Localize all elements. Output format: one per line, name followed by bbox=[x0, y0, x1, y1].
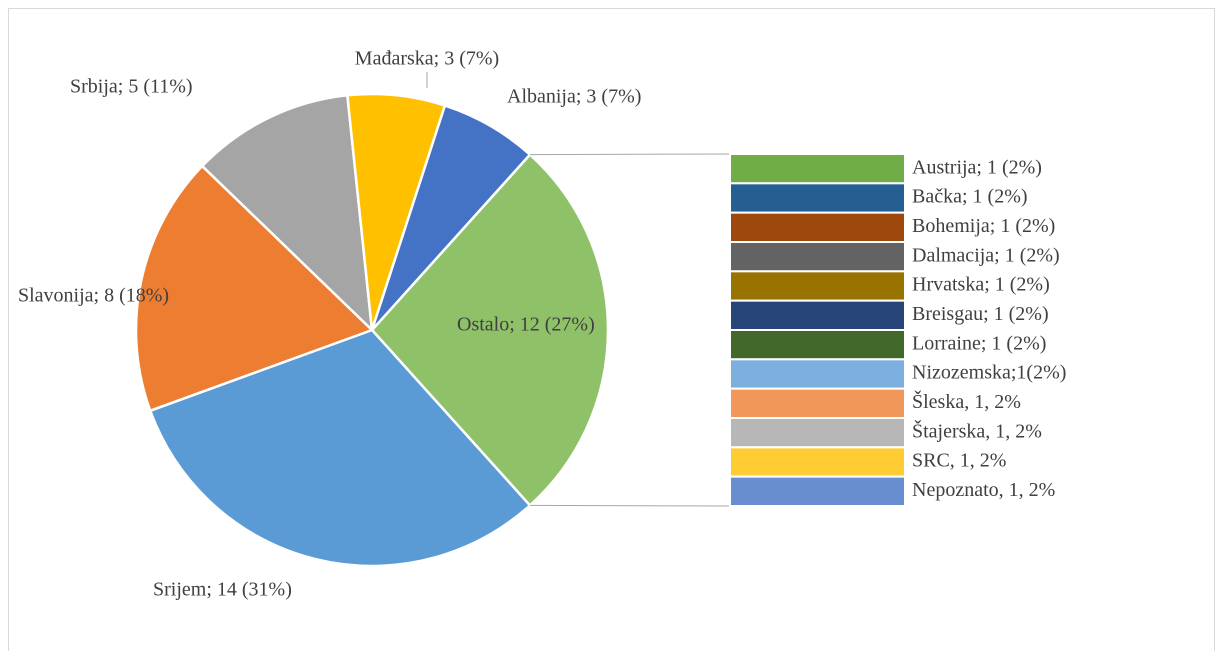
data-label: Bohemija; 1 (2%) bbox=[912, 215, 1055, 237]
connector-line bbox=[529, 504, 731, 507]
data-label: Breisgau; 1 (2%) bbox=[912, 303, 1049, 325]
data-label: SRC, 1, 2% bbox=[912, 450, 1006, 472]
bar-segment bbox=[729, 475, 906, 507]
data-label: Štajerska, 1, 2% bbox=[912, 418, 1042, 442]
bar-segment bbox=[729, 417, 906, 449]
data-label: Dalmacija; 1 (2%) bbox=[912, 244, 1060, 266]
data-label: Nizozemska;1(2%) bbox=[912, 362, 1066, 384]
bar-segment bbox=[729, 446, 906, 478]
data-label: Srijem; 14 (31%) bbox=[153, 579, 292, 601]
data-label: Bačka; 1 (2%) bbox=[912, 186, 1028, 208]
bar-segment bbox=[729, 299, 906, 331]
data-label: Nepoznato, 1, 2% bbox=[912, 479, 1055, 501]
pie-slice bbox=[148, 328, 532, 568]
data-label: Lorraine; 1 (2%) bbox=[912, 332, 1046, 354]
data-label: Albanija; 3 (7%) bbox=[507, 86, 641, 108]
bar-segment bbox=[729, 182, 906, 214]
bar-segment bbox=[729, 329, 906, 361]
pie-slice bbox=[200, 93, 374, 334]
data-label: Hrvatska; 1 (2%) bbox=[912, 274, 1050, 296]
pie-slice bbox=[370, 152, 610, 508]
pie-slice bbox=[134, 164, 375, 413]
bar-segment bbox=[729, 241, 906, 273]
bar-segment bbox=[729, 153, 906, 185]
data-label: Ostalo; 12 (27%) bbox=[457, 314, 595, 336]
chart-frame bbox=[8, 8, 1215, 651]
bar-segment bbox=[729, 211, 906, 244]
data-label: Srbija; 5 (11%) bbox=[70, 76, 193, 98]
connector-line bbox=[529, 153, 731, 156]
data-label: Austrija; 1 (2%) bbox=[912, 156, 1042, 178]
data-label: Šleska, 1, 2% bbox=[912, 389, 1021, 413]
bar-segment bbox=[729, 387, 906, 419]
data-label: Mađarska; 3 (7%) bbox=[355, 48, 499, 70]
data-label: Slavonija; 8 (18%) bbox=[18, 285, 169, 307]
bar-segment bbox=[729, 270, 906, 302]
bar-segment bbox=[729, 358, 906, 390]
pie-slice bbox=[370, 103, 532, 331]
